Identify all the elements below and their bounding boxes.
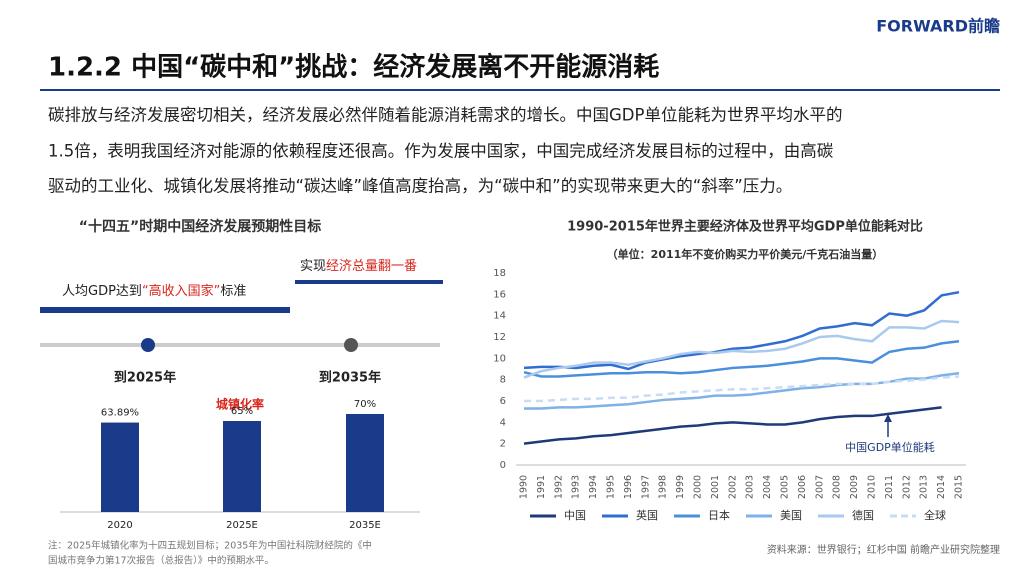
goal-highlight: “高收入国家” [142, 283, 220, 299]
bar [101, 422, 139, 512]
legend-label: 英国 [636, 508, 658, 522]
body-line: 碳排放与经济发展密切相关，经济发展必然伴随着能源消耗需求的增长。中国GDP单位能… [48, 106, 842, 125]
series-line [524, 372, 960, 410]
body-line: 1.5倍，表明我国经济对能源的依赖程度还很高。作为发展中国家，中国完成经济发展目… [48, 142, 834, 161]
x-tick-label: 2008 [832, 475, 843, 499]
x-tick-label: 1999 [675, 475, 686, 499]
x-tick-label: 1990 [519, 475, 530, 499]
footnote: 注：2025年城镇化率为十四五规划目标；2035年为中国社科院财经院的《中 [48, 540, 372, 552]
x-tick-label: 2000 [693, 475, 704, 499]
slide-title: 1.2.2 中国“碳中和”挑战：经济发展离不开能源消耗 [48, 52, 659, 83]
value-label: 65% [231, 406, 253, 417]
legend-label: 中国 [564, 509, 586, 522]
bar [346, 414, 384, 512]
goal-text: 人均GDP达到“高收入国家”标准 [62, 283, 246, 299]
x-tick-label: 2011 [884, 475, 895, 499]
annotation: 中国GDP单位能耗 [845, 440, 935, 454]
value-label: 63.89% [101, 408, 139, 419]
legend-label: 全球 [924, 508, 946, 522]
x-tick-label: 2005 [780, 475, 791, 499]
timeline-dot [344, 338, 358, 352]
x-tick-label: 2010 [867, 475, 878, 499]
x-tick-label: 2013 [919, 475, 930, 499]
legend-label: 德国 [852, 508, 874, 522]
x-tick-label: 1994 [588, 475, 599, 499]
value-label: 70% [354, 399, 376, 410]
goal-part: 人均GDP达到 [62, 284, 142, 299]
legend-label: 日本 [708, 508, 730, 522]
x-tick-label: 1997 [640, 475, 651, 499]
goal-bar [295, 280, 443, 284]
x-tick-label: 1996 [623, 475, 634, 499]
series-line [523, 290, 960, 371]
chart-subtitle: （单位：2011年不变价购买力平价美元/千克石油当量） [607, 247, 884, 261]
source: 资料来源：世界银行；红杉中国 前瞻产业研究院整理 [767, 543, 1000, 556]
series-line [523, 406, 942, 445]
goal-part: 实现 [300, 259, 326, 274]
timeline-dot [141, 338, 155, 352]
x-tick-label: 1995 [606, 475, 617, 499]
goal-bar [40, 307, 290, 313]
series-line [524, 375, 960, 403]
y-tick-label: 10 [493, 353, 506, 364]
x-tick-label: 1998 [658, 475, 669, 499]
y-tick-label: 0 [500, 460, 506, 471]
x-tick-label: 2035E [349, 520, 381, 531]
x-tick-label: 1991 [536, 475, 547, 499]
x-tick-label: 2020 [107, 520, 132, 531]
bar [223, 421, 261, 512]
y-tick-label: 6 [500, 396, 506, 407]
chart-title: 城镇化率 [216, 397, 264, 412]
y-tick-label: 8 [500, 375, 506, 386]
x-tick-label: 2002 [727, 475, 738, 499]
x-tick-label: 2014 [936, 475, 947, 499]
x-tick-label: 2004 [762, 475, 773, 499]
goal-text: 实现经济总量翻一番 [300, 259, 417, 274]
goal-part: 标准 [220, 284, 246, 299]
x-tick-label: 2007 [814, 475, 825, 499]
x-tick-label: 2025E [226, 520, 258, 531]
x-tick-label: 1993 [571, 475, 582, 499]
annotation-arrowhead [884, 414, 892, 422]
x-tick-label: 2012 [901, 475, 912, 499]
y-tick-label: 12 [493, 332, 506, 343]
panel-title: “十四五”时期中国经济发展预期性目标 [79, 218, 321, 235]
milestone: 到2025年 [114, 370, 176, 386]
y-tick-label: 16 [493, 289, 506, 300]
y-tick-label: 4 [500, 417, 506, 428]
goal-highlight: 经济总量翻一番 [326, 259, 417, 274]
y-tick-label: 14 [493, 311, 506, 322]
milestone: 到2035年 [319, 370, 381, 386]
series-line [523, 319, 960, 379]
x-tick-label: 2003 [745, 475, 756, 499]
logo: FORWARD前瞻 [876, 17, 1000, 36]
x-tick-label: 1992 [553, 475, 564, 499]
chart-title: 1990-2015年世界主要经济体及世界平均GDP单位能耗对比 [567, 219, 923, 235]
body-line: 驱动的工业化、城镇化发展将推动“碳达峰”峰值高度抬高，为“碳中和”的实现带来更大… [48, 177, 792, 196]
legend-label: 美国 [780, 509, 802, 522]
x-tick-label: 2015 [954, 475, 965, 499]
y-tick-label: 2 [500, 439, 506, 450]
x-tick-label: 2006 [797, 475, 808, 499]
series-line [523, 340, 960, 378]
x-tick-label: 2009 [849, 475, 860, 499]
footnote: 国城市竞争力第17次报告（总报告）》中的预期水平。 [48, 555, 274, 567]
y-tick-label: 18 [493, 268, 506, 279]
x-tick-label: 2001 [710, 475, 721, 499]
